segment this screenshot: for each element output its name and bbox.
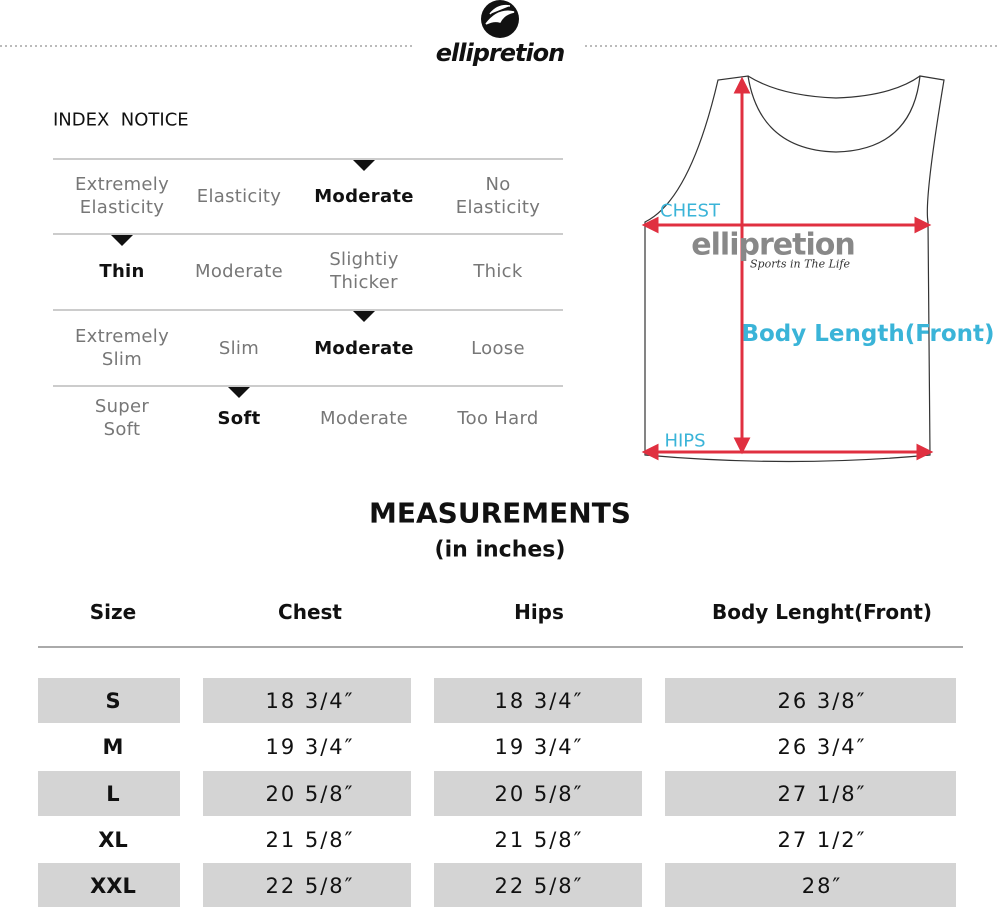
selected-marker xyxy=(353,311,375,322)
value-cell: 22 5/8″ xyxy=(265,874,355,898)
index-option: No Elasticity xyxy=(455,174,541,218)
row-shade xyxy=(665,771,956,816)
size-cell: S xyxy=(105,689,121,713)
column-header: Chest xyxy=(278,600,342,624)
index-option: Extremely Elasticity xyxy=(74,174,170,218)
index-option: Thin xyxy=(99,260,145,282)
value-cell: 18 3/4″ xyxy=(494,689,584,713)
chest-label: CHEST xyxy=(660,200,720,222)
value-cell: 27 1/2″ xyxy=(777,828,867,852)
logo-emblem-mark xyxy=(485,4,515,25)
index-option: Too Hard xyxy=(457,407,539,429)
column-header: Body Lenght(Front) xyxy=(711,600,933,624)
row-shade xyxy=(203,678,411,723)
row-shade xyxy=(38,771,180,816)
value-cell: 19 3/4″ xyxy=(265,735,355,759)
index-option: Thick xyxy=(473,260,523,282)
size-cell: XL xyxy=(98,828,128,852)
row-shade xyxy=(203,863,411,907)
selected-marker xyxy=(228,387,250,398)
value-cell: 20 5/8″ xyxy=(265,782,355,806)
value-cell: 28″ xyxy=(801,874,843,898)
value-cell: 21 5/8″ xyxy=(494,828,584,852)
shirt-logo: ellipretion xyxy=(691,227,855,263)
size-cell: XXL xyxy=(90,874,136,898)
value-cell: 26 3/8″ xyxy=(777,689,867,713)
size-cell: L xyxy=(106,782,120,806)
index-option: Slightiy Thicker xyxy=(329,249,399,293)
measure-arrows xyxy=(641,76,934,461)
row-shade xyxy=(434,771,642,816)
index-option: Extremely Slim xyxy=(74,326,170,370)
brand-logo: ellipretion xyxy=(435,39,566,67)
row-shade xyxy=(665,863,956,907)
index-option: Moderate xyxy=(319,407,408,429)
index-option: Super Soft xyxy=(94,396,150,440)
value-cell: 19 3/4″ xyxy=(494,735,584,759)
value-cell: 18 3/4″ xyxy=(265,689,355,713)
body-length-label: Body Length(Front) xyxy=(741,321,995,347)
size-cell: M xyxy=(102,735,124,759)
index-option: Moderate xyxy=(314,185,414,207)
row-shade xyxy=(434,863,642,907)
shirt-tagline: Sports in The Life xyxy=(750,257,850,271)
column-header: Size xyxy=(89,600,137,624)
column-header: Hips xyxy=(514,600,564,624)
row-shade xyxy=(38,863,180,907)
index-option: Soft xyxy=(217,407,261,429)
index-option: Moderate xyxy=(314,337,414,359)
selected-marker xyxy=(111,235,133,246)
index-option: Loose xyxy=(471,337,525,359)
row-shade xyxy=(203,771,411,816)
index-title: INDEX NOTICE xyxy=(53,109,189,131)
hips-label: HIPS xyxy=(664,430,706,452)
row-shade xyxy=(665,678,956,723)
value-cell: 27 1/8″ xyxy=(777,782,867,806)
measurements-title: MEASUREMENTS xyxy=(369,496,631,530)
tank-top-outline xyxy=(644,75,945,463)
index-option: Elasticity xyxy=(196,185,282,207)
index-option: Slim xyxy=(218,337,260,359)
tank-top-neck xyxy=(747,75,921,99)
measurements-subtitle: (in inches) xyxy=(434,537,566,563)
selected-marker xyxy=(353,160,375,171)
row-shade xyxy=(434,678,642,723)
index-option: Moderate xyxy=(194,260,283,282)
value-cell: 22 5/8″ xyxy=(494,874,584,898)
value-cell: 20 5/8″ xyxy=(494,782,584,806)
value-cell: 21 5/8″ xyxy=(265,828,355,852)
row-shade xyxy=(38,678,180,723)
value-cell: 26 3/4″ xyxy=(777,735,867,759)
